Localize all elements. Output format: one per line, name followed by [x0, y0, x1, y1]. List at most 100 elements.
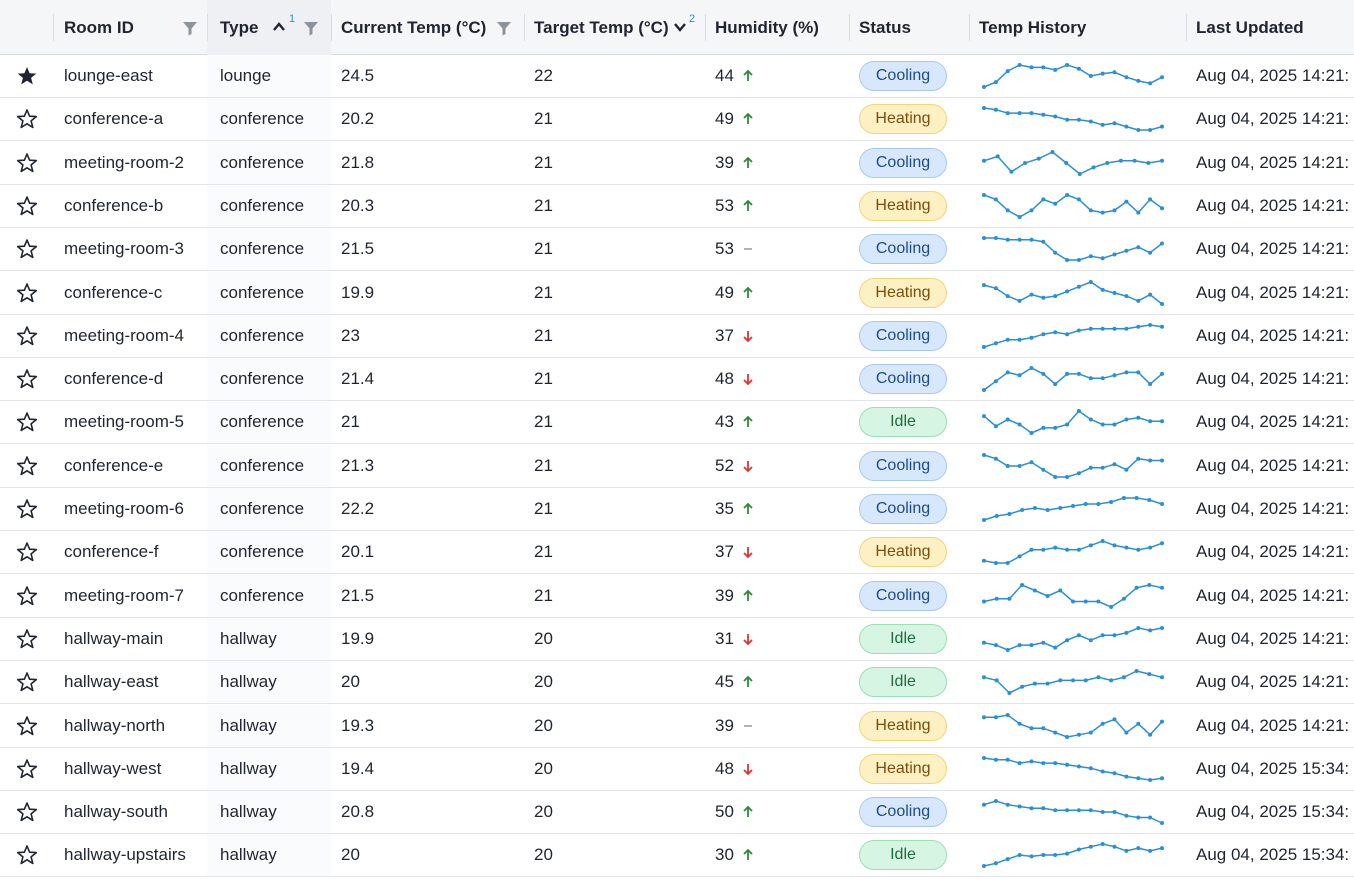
table-row[interactable]: meeting-room-3 conference 21.5 21 53 Cooling A…	[0, 228, 1354, 272]
star-outline-icon[interactable]	[16, 455, 38, 477]
target-temp-cell: 21	[534, 282, 553, 302]
header-status[interactable]: Status	[850, 0, 911, 55]
humidity-cell: 37	[706, 531, 849, 573]
sparkline-point	[1041, 548, 1046, 553]
table-row[interactable]: hallway-south hallway 20.8 20 50 Cooling Aug 0…	[0, 791, 1354, 835]
chevron-down-icon[interactable]	[673, 20, 687, 34]
temp-history-sparkline	[982, 842, 1164, 869]
star-outline-icon[interactable]	[16, 325, 38, 347]
column-separator[interactable]	[53, 14, 54, 41]
table-row[interactable]: hallway-west hallway 19.4 20 48 Heating Aug 04…	[0, 747, 1354, 791]
column-separator[interactable]	[705, 14, 706, 41]
sparkline-point	[1112, 326, 1117, 331]
sparkline-point	[1065, 548, 1070, 553]
table-row[interactable]: meeting-room-6 conference 22.2 21 35 Cooling A…	[0, 488, 1354, 531]
star-outline-icon[interactable]	[16, 411, 38, 433]
target-temp-cell: 21	[534, 455, 553, 475]
table-row[interactable]: conference-f conference 20.1 21 37 Heating Aug…	[0, 531, 1354, 575]
table-row[interactable]: conference-d conference 21.4 21 48 Cooling Aug…	[0, 358, 1354, 402]
favorite-cell	[0, 661, 54, 703]
column-separator[interactable]	[524, 14, 525, 41]
sparkline-point	[1088, 254, 1093, 259]
table-row[interactable]: meeting-room-2 conference 21.8 21 39 Cooling A…	[0, 141, 1354, 185]
table-row[interactable]: meeting-room-7 conference 21.5 21 39 Cooling A…	[0, 574, 1354, 618]
sparkline-point	[982, 106, 986, 111]
sparkline-point	[1076, 470, 1081, 475]
star-outline-icon[interactable]	[16, 498, 38, 520]
star-outline-icon[interactable]	[16, 671, 38, 693]
table-row[interactable]: hallway-upstairs hallway 20 20 30 Idle Aug 04,…	[0, 834, 1354, 878]
sparkline-point	[1029, 366, 1034, 371]
header-target-temp[interactable]: Target Temp (°C)	[525, 0, 669, 55]
chevron-up-icon[interactable]	[272, 20, 286, 34]
room-id-cell: lounge-east	[64, 66, 153, 85]
column-separator[interactable]	[1186, 14, 1187, 41]
sparkline-point	[1136, 245, 1141, 250]
sparkline-point	[1005, 417, 1010, 422]
humidity-cell: 44	[706, 55, 849, 97]
type-cell: conference	[207, 314, 331, 357]
sparkline-point	[1160, 846, 1164, 851]
column-separator[interactable]	[331, 14, 332, 41]
header-type[interactable]: Type	[211, 0, 258, 55]
star-outline-icon[interactable]	[16, 152, 38, 174]
header-room-id[interactable]: Room ID	[55, 0, 134, 55]
star-outline-icon[interactable]	[16, 238, 38, 260]
header-current-temp-label: Current Temp (°C)	[341, 17, 487, 37]
column-separator[interactable]	[207, 14, 208, 41]
last-updated-cell: Aug 04, 2025 14:21:	[1196, 628, 1350, 648]
filter-icon[interactable]	[182, 20, 198, 36]
star-outline-icon[interactable]	[16, 758, 38, 780]
sparkline-point	[1147, 672, 1152, 677]
sparkline-point	[1160, 585, 1164, 590]
table-row[interactable]: hallway-north hallway 19.3 20 39 Heating Aug 0…	[0, 704, 1354, 748]
last-updated-cell: Aug 04, 2025 14:21:	[1196, 542, 1350, 562]
table-row[interactable]: lounge-east lounge 24.5 22 44 Cooling Aug 04, …	[0, 55, 1354, 98]
table-row[interactable]: conference-c conference 19.9 21 49 Heating Aug…	[0, 271, 1354, 315]
sparkline-point	[982, 714, 986, 719]
status-badge: Heating	[859, 710, 947, 741]
table-row[interactable]: conference-b conference 20.3 21 53 Heating Aug…	[0, 184, 1354, 228]
star-outline-icon[interactable]	[16, 195, 38, 217]
header-last-updated[interactable]: Last Updated	[1187, 0, 1304, 55]
column-separator[interactable]	[849, 14, 850, 41]
table-row[interactable]: meeting-room-5 conference 21 21 43 Idle Aug 04…	[0, 401, 1354, 445]
column-separator[interactable]	[969, 14, 970, 41]
header-humidity[interactable]: Humidity (%)	[706, 0, 819, 55]
star-outline-icon[interactable]	[16, 628, 38, 650]
sparkline-point	[1136, 776, 1141, 781]
humidity-cell: 30	[706, 834, 849, 876]
filter-icon[interactable]	[496, 20, 512, 36]
sparkline-point	[1088, 279, 1093, 284]
sparkline-point	[994, 514, 999, 518]
sparkline-point	[1124, 849, 1129, 854]
target-temp-cell: 21	[534, 239, 553, 259]
header-current-temp[interactable]: Current Temp (°C)	[332, 0, 486, 55]
table-row[interactable]: conference-e conference 21.3 21 52 Cooling Aug…	[0, 444, 1354, 488]
sparkline-point	[1160, 541, 1164, 546]
filter-icon[interactable]	[303, 20, 319, 36]
status-badge: Cooling	[859, 234, 947, 265]
star-outline-icon[interactable]	[16, 541, 38, 563]
header-temp-history[interactable]: Temp History	[970, 0, 1086, 55]
sparkline-point	[1005, 463, 1010, 468]
star-outline-icon[interactable]	[16, 282, 38, 304]
status-badge: Cooling	[859, 797, 947, 828]
star-outline-icon[interactable]	[16, 108, 38, 130]
star-outline-icon[interactable]	[16, 801, 38, 823]
humidity-value: 39	[715, 585, 734, 605]
room-id-cell: hallway-south	[64, 802, 168, 822]
star-outline-icon[interactable]	[16, 844, 38, 866]
star-outline-icon[interactable]	[16, 715, 38, 737]
status-cell: Idle	[850, 401, 969, 443]
status-badge: Cooling	[859, 61, 947, 91]
table-row[interactable]: meeting-room-4 conference 23 21 37 Cooling Aug…	[0, 314, 1354, 358]
table-row[interactable]: conference-a conference 20.2 21 49 Heating Aug…	[0, 98, 1354, 142]
table-row[interactable]: hallway-east hallway 20 20 45 Idle Aug 04, 202…	[0, 661, 1354, 705]
table-row[interactable]: hallway-main hallway 19.9 20 31 Idle Aug 04, 2…	[0, 617, 1354, 661]
status-cell: Cooling	[850, 315, 969, 357]
star-outline-icon[interactable]	[16, 368, 38, 390]
star-filled-icon[interactable]	[16, 65, 38, 87]
star-outline-icon[interactable]	[16, 585, 38, 607]
